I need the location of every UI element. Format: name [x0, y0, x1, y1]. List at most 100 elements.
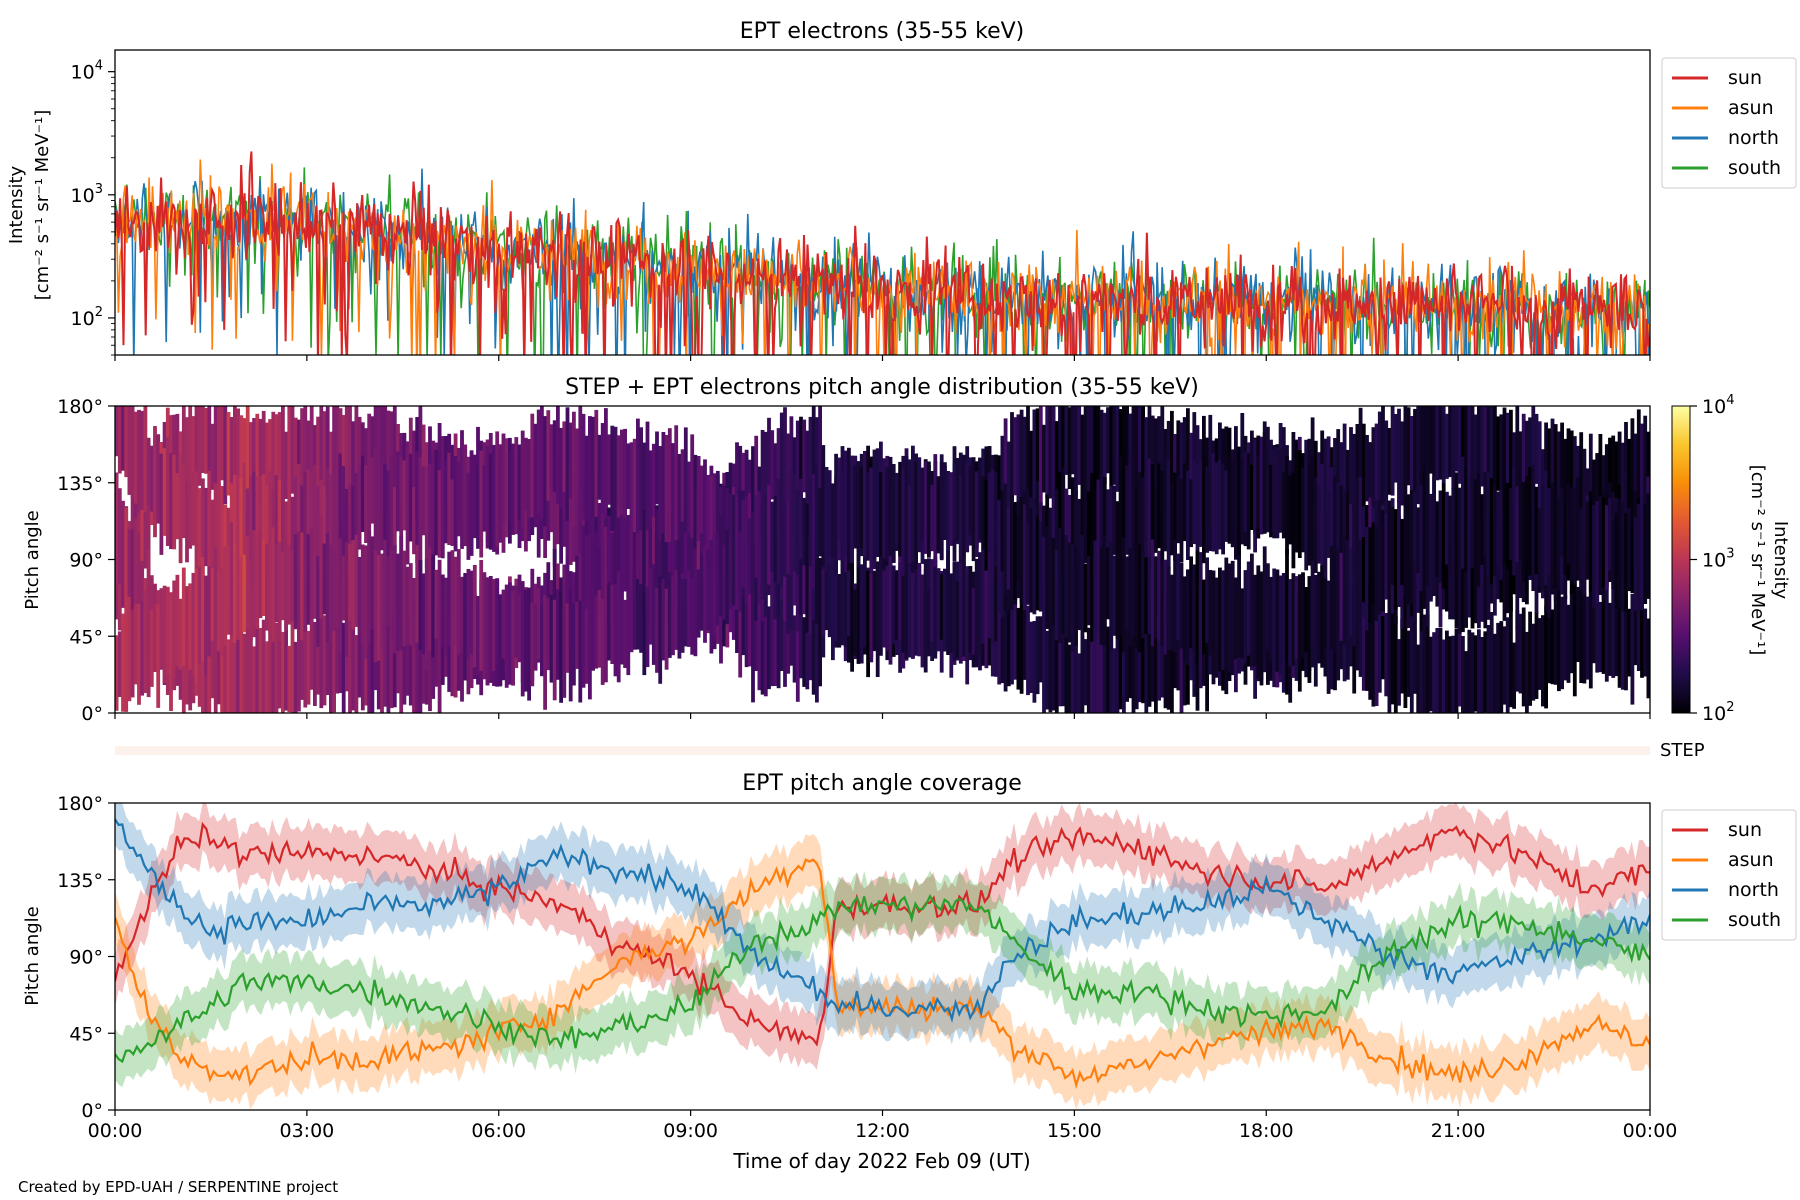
heatmap-cell [1352, 531, 1357, 647]
heatmap-cell [1381, 510, 1385, 612]
heatmap-cell [1646, 618, 1650, 699]
heatmap-cell [770, 585, 775, 687]
heatmap-cell [981, 476, 986, 550]
heatmap-cell [290, 550, 295, 622]
heatmap-cell [520, 430, 525, 529]
heatmap-cell [1352, 433, 1357, 514]
heatmap-cell [1569, 590, 1574, 674]
heatmap-cell [344, 542, 349, 657]
heatmap-cell [1109, 406, 1114, 487]
heatmap-cell [1179, 422, 1184, 507]
heatmap-cell [169, 415, 173, 489]
heatmap-cell [1329, 546, 1334, 651]
heatmap-cell [1134, 627, 1139, 710]
heatmap-cell [1051, 486, 1056, 575]
heatmap-cell [594, 531, 599, 634]
heatmap-cell [332, 626, 336, 713]
heatmap-cell [524, 590, 528, 692]
heatmap-cell [533, 604, 538, 671]
heatmap-cell [341, 555, 346, 621]
heatmap-cell [220, 486, 224, 589]
heatmap-cell [1617, 498, 1622, 608]
heatmap-cell [856, 461, 861, 568]
heatmap-cell [488, 576, 493, 683]
heatmap-cell [1470, 406, 1475, 491]
heatmap-cell [808, 478, 813, 567]
heatmap-cell [735, 497, 739, 610]
heatmap-cell [137, 603, 141, 705]
heatmap-cell [869, 573, 874, 658]
heatmap-cell [175, 574, 180, 667]
heatmap-cell [968, 566, 973, 653]
heatmap-cell [613, 584, 618, 677]
heatmap-cell [281, 489, 285, 586]
heatmap-cell [1310, 560, 1315, 647]
heatmap-cell [556, 406, 560, 504]
heatmap-cell [143, 406, 148, 512]
heatmap-cell [1608, 602, 1612, 676]
heatmap-cell [1560, 422, 1564, 530]
heatmap-cell [1077, 557, 1082, 631]
heatmap-cell [648, 568, 653, 645]
heatmap-cell [588, 587, 592, 700]
heatmap-cell [271, 411, 276, 510]
heatmap-cell [1387, 501, 1392, 614]
heatmap-cell [121, 613, 125, 712]
heatmap-cell [1205, 596, 1209, 712]
heatmap-cell [140, 560, 145, 634]
heatmap-cell [872, 449, 877, 561]
heatmap-cell [658, 513, 663, 595]
pad-heatmap-cells [115, 406, 1650, 713]
heatmap-cell [568, 466, 573, 565]
heatmap-cell [146, 437, 151, 506]
heatmap-cell [971, 457, 976, 562]
heatmap-cell [1281, 471, 1286, 539]
heatmap-cell [137, 409, 141, 514]
heatmap-cell [217, 482, 221, 597]
heatmap-cell [1413, 408, 1417, 510]
heatmap-cell [1032, 409, 1037, 511]
heatmap-cell [786, 433, 791, 539]
heatmap-cell [252, 418, 256, 488]
heatmap-cell [1313, 440, 1318, 511]
heatmap-cell [693, 553, 698, 657]
heatmap-cell [1521, 607, 1526, 707]
heatmap-cell [1585, 501, 1590, 580]
heatmap-cell [620, 495, 624, 611]
heatmap-cell [911, 455, 915, 563]
heatmap-cell [1154, 556, 1158, 639]
heatmap-cell [671, 576, 675, 656]
heatmap-cell [930, 559, 934, 642]
heatmap-cell [284, 501, 288, 567]
heatmap-cell [1166, 460, 1171, 570]
heatmap-cell [533, 423, 538, 528]
heatmap-cell [1141, 552, 1145, 639]
heatmap-cell [1368, 606, 1373, 700]
heatmap-cell [1090, 406, 1094, 491]
heatmap-cell [127, 529, 132, 600]
heatmap-cell [140, 480, 145, 567]
heatmap-cell [402, 602, 407, 705]
heatmap-cell [632, 508, 637, 611]
heatmap-cell [1294, 442, 1299, 551]
heatmap-cell [121, 500, 125, 599]
heatmap-cell [1288, 475, 1293, 545]
heatmap-cell [971, 588, 976, 655]
heatmap-cell [1483, 472, 1488, 556]
heatmap-cell [808, 416, 813, 491]
heatmap-cell [661, 515, 666, 581]
heatmap-cell [287, 406, 292, 489]
intensity-panel: EPT electrons (35-55 keV) 102 103 104 Inte… [6, 19, 1797, 361]
heatmap-cell [434, 569, 439, 639]
heatmap-cell [549, 424, 554, 490]
heatmap-cell [405, 611, 410, 696]
heatmap-cell [1464, 469, 1468, 572]
heatmap-cell [1640, 496, 1644, 610]
heatmap-cell [1361, 599, 1366, 691]
heatmap-cell [1297, 574, 1302, 665]
heatmap-cell [367, 530, 372, 643]
heatmap-cell [1515, 486, 1520, 563]
heatmap-cell [805, 430, 810, 513]
heatmap-cell [127, 406, 132, 495]
